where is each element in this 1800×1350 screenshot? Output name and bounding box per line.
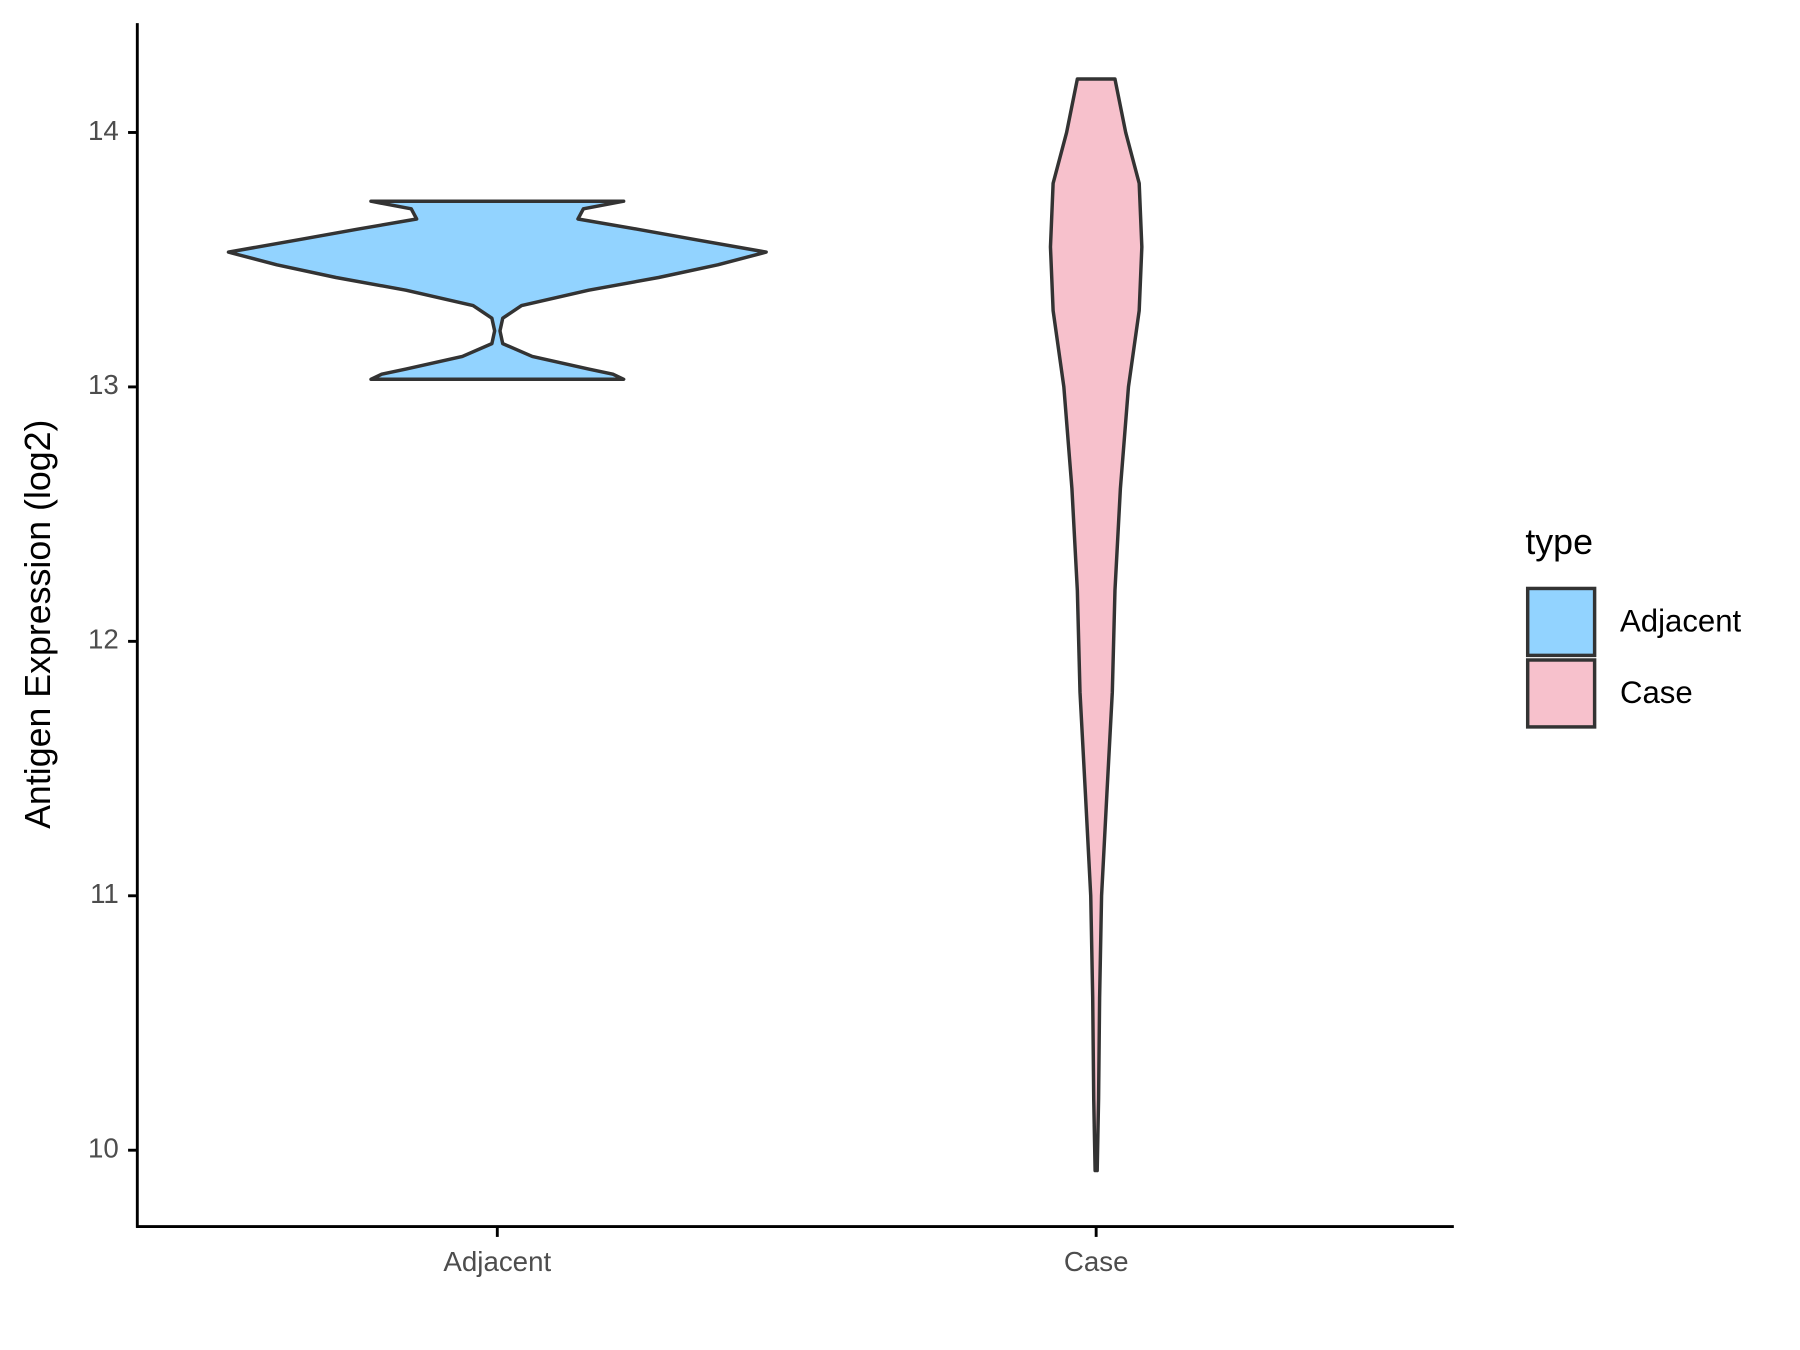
violin xyxy=(1048,77,1144,1173)
legend-swatch xyxy=(1525,586,1597,658)
y-tick-label: 13 xyxy=(88,369,119,400)
x-tick-label: Adjacent xyxy=(443,1246,551,1277)
violin xyxy=(226,199,768,381)
legend-title: type xyxy=(1525,522,1593,562)
x-tick-label: Case xyxy=(1064,1246,1129,1277)
legend-label: Adjacent xyxy=(1620,603,1742,638)
y-axis-label: Antigen Expression (log2) xyxy=(18,420,58,829)
legend-label: Case xyxy=(1620,675,1693,710)
y-tick-label: 12 xyxy=(88,624,119,655)
y-tick-label: 11 xyxy=(90,878,119,909)
y-tick-label: 10 xyxy=(88,1133,119,1164)
y-tick-label: 14 xyxy=(88,115,119,146)
legend-swatch xyxy=(1525,658,1597,729)
